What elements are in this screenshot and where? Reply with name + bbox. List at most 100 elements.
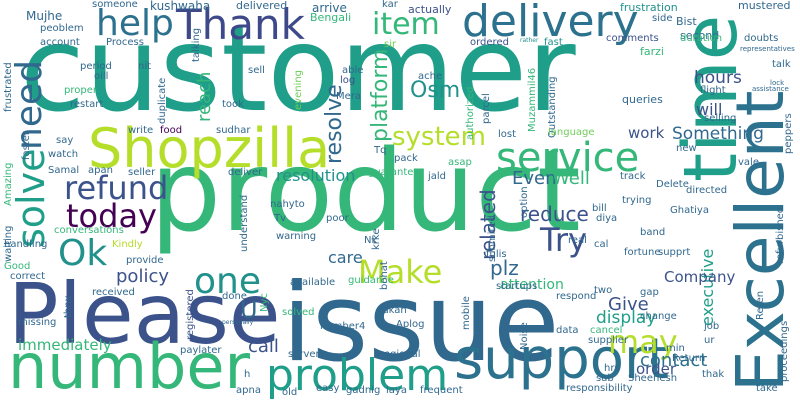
word-tv: Tv — [274, 213, 287, 224]
word-personally: personally — [222, 319, 254, 326]
word-product: product — [150, 127, 581, 257]
word-ordered: ordered — [470, 37, 509, 48]
word-system: system — [392, 122, 486, 152]
word-mustered: mustered — [738, 0, 791, 12]
word-order: order — [636, 360, 676, 378]
word-diya: diya — [596, 213, 618, 224]
word-aplog: Aplog — [396, 319, 425, 330]
word-able: able — [342, 65, 364, 76]
word-hours: hours — [694, 68, 742, 88]
word-kindly: Kindly — [112, 239, 143, 250]
word-old: old — [282, 387, 298, 398]
word-assistance: assistance — [752, 85, 789, 93]
word-responsibility: responsibility — [566, 383, 633, 394]
word-band: band — [640, 227, 666, 238]
word-thak: thak — [702, 369, 725, 380]
word-immediately: immediately — [18, 336, 112, 354]
word-watch: watch — [48, 149, 79, 160]
word-bist: Bist — [676, 15, 697, 28]
word-dukan: dukan — [376, 305, 407, 316]
word-took: took — [222, 99, 244, 110]
word-ache: ache — [418, 71, 443, 82]
word-noise: Noise — [519, 322, 530, 350]
word-change: change — [640, 311, 677, 322]
word-take: take — [756, 383, 778, 394]
word-care: care — [328, 248, 363, 267]
word-something: Something — [672, 124, 764, 144]
word-second: second — [680, 29, 720, 42]
word-guarantee: guarantee — [368, 167, 420, 178]
word-call: call — [248, 336, 279, 357]
word-duplicate: duplicate — [157, 77, 168, 124]
word-farzi: farzi — [640, 45, 664, 58]
word-option: option — [519, 186, 530, 218]
word-guidance: guidance — [348, 275, 394, 286]
word-sell: sell — [248, 65, 265, 76]
word-ghatiya: Ghatiya — [670, 205, 709, 216]
word-frustrated: frustrated — [3, 62, 14, 112]
word-nit: nit — [138, 61, 152, 72]
word-help: help — [96, 3, 174, 44]
word-easy: easy — [316, 383, 340, 394]
word-refurbished: refurbished — [775, 206, 786, 264]
word-startups: startups — [496, 281, 538, 292]
word-tq: Tq — [374, 145, 387, 156]
word-authorized: authorized — [465, 86, 476, 140]
word-refund: refund — [64, 169, 169, 207]
word-cal: cal — [594, 239, 609, 250]
word-server: server — [288, 349, 320, 360]
word-fulis: fulis — [486, 249, 507, 260]
word-vale: vale — [738, 157, 759, 168]
word-parcel: parcel — [481, 93, 492, 124]
word-frequent: frequent — [420, 385, 463, 396]
word-rather: rather — [520, 37, 539, 44]
word-sir: sir — [384, 39, 397, 50]
word-talking: talking — [191, 27, 202, 62]
word-supprt: supprt — [658, 247, 691, 258]
word-delete: Delete — [656, 179, 689, 190]
word-reduce: reduce — [520, 202, 589, 226]
word-deliver: deliver — [228, 167, 263, 178]
word-even: Even — [512, 168, 557, 189]
word-reten: Reten — [755, 290, 766, 320]
word-account: account — [40, 37, 80, 48]
word-received: received — [92, 287, 135, 298]
word-issue: issue — [282, 261, 560, 386]
word-company: Company — [664, 268, 736, 286]
word-apna: apna — [236, 385, 261, 396]
word-new: new — [676, 143, 697, 154]
word-proceedings: proceedings — [779, 320, 790, 382]
word-paylater: paylater — [180, 345, 222, 356]
word-thnx: thnx — [63, 295, 74, 318]
word-gap: gap — [640, 287, 659, 298]
word-solved: solved — [282, 307, 315, 318]
word-period: period — [80, 61, 112, 72]
word-osm: Osm — [410, 78, 461, 103]
word-submited: submited — [487, 215, 498, 262]
word-plz: plz — [490, 256, 519, 280]
word-proper: proper — [64, 85, 97, 96]
word-respond: respond — [556, 291, 597, 302]
word-directed: directed — [686, 185, 728, 196]
word-may: may — [608, 323, 678, 361]
word-gadnig: gadnig — [346, 385, 381, 396]
word-apan: apan — [88, 165, 113, 176]
word-work: work — [628, 124, 665, 142]
word-amazing: Amazing — [3, 162, 14, 206]
word-evening: evening — [293, 69, 304, 110]
word-bengali: Bengali — [310, 11, 352, 24]
word-mujhe: Mujhe — [26, 9, 63, 23]
word-trying: trying — [622, 195, 652, 206]
word-nahyto: nahyto — [270, 199, 305, 210]
word-done: done — [222, 291, 247, 302]
word-cancel: cancel — [590, 325, 623, 336]
word-number4: number4 — [320, 321, 366, 332]
word-item: item — [372, 7, 440, 42]
word-thank: Thank — [176, 0, 305, 49]
word-process: Process — [106, 37, 144, 48]
word-write: write — [128, 125, 154, 136]
word-regional: regional — [380, 349, 421, 360]
word-platform: platform — [368, 48, 393, 142]
word-faster: faster — [21, 130, 32, 160]
